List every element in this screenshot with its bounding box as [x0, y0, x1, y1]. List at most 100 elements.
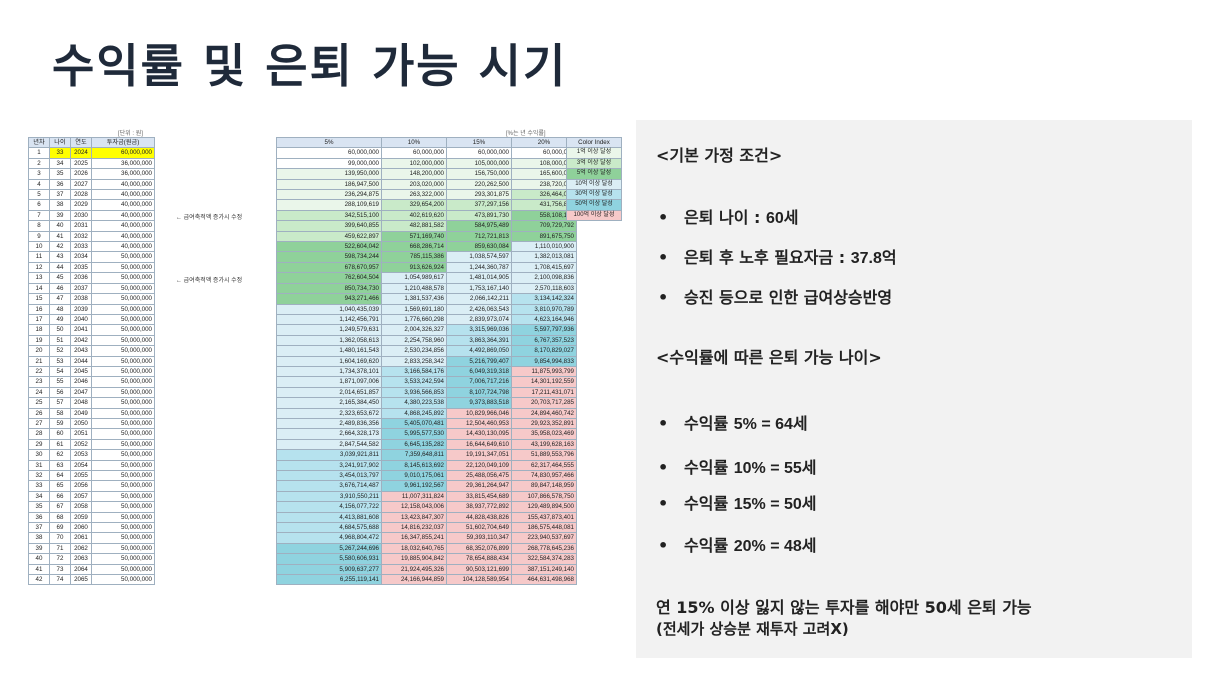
table-row: 28 60 2051 50,000,000	[28, 428, 155, 440]
table-row: 3,039,921,811 7,359,648,811 19,191,347,051…	[276, 449, 577, 461]
age-cell: 33	[49, 147, 71, 159]
return-value-cell: 2,839,973,074	[446, 313, 512, 326]
bullet-icon: •	[658, 536, 669, 555]
year-index-cell: 42	[28, 574, 50, 586]
year-index-cell: 31	[28, 459, 50, 472]
return-value-cell: 3,676,714,487	[276, 480, 382, 492]
age-cell: 60	[49, 428, 71, 440]
return-value-cell: 387,151,249,140	[511, 563, 577, 576]
return-value-cell: 459,622,897	[276, 230, 382, 243]
year-cell: 2024	[70, 147, 92, 159]
assumption-value: 60세	[766, 210, 799, 227]
year-index-cell: 36	[28, 511, 50, 524]
returns-table: 5% 10% 15% 20% 60,000,000 60,000,000 60,00…	[276, 136, 577, 586]
table-row: 2,489,836,356 5,405,070,481 12,504,460,953…	[276, 417, 577, 430]
table-row: 762,604,504 1,054,989,617 1,481,014,905 2,1…	[276, 272, 577, 284]
return-value-cell: 11,875,993,799	[511, 365, 577, 378]
legend-item: 30억 이상 달성	[566, 189, 622, 201]
year-cell: 2053	[70, 449, 92, 461]
table-row: 36 68 2059 50,000,000	[28, 511, 155, 524]
year-cell: 2027	[70, 178, 92, 191]
return-value-cell: 60,000,000	[276, 147, 382, 159]
principal-cell: 50,000,000	[91, 511, 155, 524]
principal-cell: 36,000,000	[91, 168, 155, 180]
assumption-retire-age: • 은퇴 나이 : 60세	[658, 204, 799, 228]
table-row: 23 55 2046 50,000,000	[28, 376, 155, 388]
return-value-cell: 139,950,000	[276, 168, 382, 180]
return-value-cell: 464,631,498,968	[511, 574, 577, 586]
return-value-cell: 1,382,013,081	[511, 251, 577, 263]
table-row: 139,950,000 148,200,000 156,750,000 165,600…	[276, 168, 577, 180]
age-cell: 69	[49, 522, 71, 534]
year-index-cell: 16	[28, 303, 50, 315]
table-row: 678,670,957 913,626,924 1,244,360,787 1,708…	[276, 261, 577, 274]
return-value-cell: 62,317,464,555	[511, 459, 577, 472]
table-row: 5,267,244,696 18,032,640,765 68,352,076,89…	[276, 542, 577, 555]
year-index-cell: 34	[28, 490, 50, 503]
principal-cell: 50,000,000	[91, 532, 155, 544]
table-row: 1,249,579,631 2,004,326,327 3,315,969,036 5…	[276, 324, 577, 336]
table-row: 41 73 2064 50,000,000	[28, 563, 155, 576]
principal-cell: 40,000,000	[91, 178, 155, 191]
return-value-cell: 322,584,374,283	[511, 553, 577, 565]
year-index-cell: 4	[28, 178, 50, 191]
principal-cell: 50,000,000	[91, 428, 155, 440]
table-row: 2,323,653,672 4,868,245,892 10,829,966,046…	[276, 407, 577, 419]
table-row: 1,480,161,543 2,530,234,856 4,492,869,050 8…	[276, 345, 577, 357]
return-value-cell: 668,286,714	[381, 241, 447, 253]
table-row: 26 58 2049 50,000,000	[28, 407, 155, 419]
year-cell: 2065	[70, 574, 92, 586]
principal-cell: 50,000,000	[91, 449, 155, 461]
return-value-cell: 2,664,328,173	[276, 428, 382, 440]
principal-cell: 40,000,000	[91, 241, 155, 253]
return-value-cell: 1,776,660,298	[381, 313, 447, 326]
assumption-label: 은퇴 후 노후 필요자금 :	[684, 248, 846, 267]
return-value-cell: 1,604,169,620	[276, 355, 382, 367]
age-cell: 57	[49, 397, 71, 409]
year-cell: 2048	[70, 397, 92, 409]
principal-cell: 50,000,000	[91, 553, 155, 565]
return-value-cell: 33,815,454,689	[446, 490, 512, 503]
return-value-cell: 399,640,855	[276, 220, 382, 232]
return-value-cell: 584,975,489	[446, 220, 512, 232]
table-row: 11 43 2034 50,000,000	[28, 251, 155, 263]
principal-cell: 50,000,000	[91, 334, 155, 347]
return-value-cell: 288,109,619	[276, 199, 382, 211]
age-cell: 66	[49, 490, 71, 503]
table-row: 22 54 2045 50,000,000	[28, 365, 155, 378]
principal-cell: 50,000,000	[91, 282, 155, 295]
age-cell: 43	[49, 251, 71, 263]
return-value-cell: 60,000,000	[381, 147, 447, 159]
table-row: 32 64 2055 50,000,000	[28, 469, 155, 482]
table-row: 27 59 2050 50,000,000	[28, 417, 155, 430]
table-row: 342,515,100 402,619,620 473,891,730 558,108…	[276, 209, 577, 222]
age-cell: 47	[49, 293, 71, 305]
return-value-cell: 1,110,010,900	[511, 241, 577, 253]
return-value-cell: 105,000,000	[446, 157, 512, 170]
row-note-salary-1: ← 급여축적액 증가시 수정	[176, 215, 243, 221]
bullet-icon: •	[658, 494, 669, 513]
year-cell: 2045	[70, 365, 92, 378]
col-header-principal: 투자금(원금)	[91, 136, 155, 149]
table-row: 1,142,456,791 1,776,660,298 2,839,973,074 4…	[276, 313, 577, 326]
table-row: 5,580,606,931 19,885,904,842 78,654,888,43…	[276, 553, 577, 565]
year-index-cell: 7	[28, 209, 50, 222]
conclusion-line-1: 연 15% 이상 잃지 않는 투자를 해야만 50세 은퇴 가능	[656, 598, 1032, 617]
legend-item: 1억 이상 달성	[566, 147, 622, 159]
return-value-cell: 859,630,084	[446, 241, 512, 253]
assumption-required-fund: • 은퇴 후 노후 필요자금 : 37.8억	[658, 244, 897, 268]
legend-row: 30억 이상 달성	[566, 189, 622, 201]
assumption-value: 37.8억	[850, 250, 897, 267]
year-cell: 2061	[70, 532, 92, 544]
age-cell: 34	[49, 157, 71, 170]
table-row: 4,156,077,722 12,158,043,006 38,937,772,89…	[276, 501, 577, 513]
right-unit-note: [%는 년 수익률]	[506, 131, 546, 137]
year-cell: 2036	[70, 272, 92, 284]
return-value-cell: 9,010,175,061	[381, 469, 447, 482]
year-cell: 2062	[70, 542, 92, 555]
table-row: 18 50 2041 50,000,000	[28, 324, 155, 336]
return-value-cell: 571,169,740	[381, 230, 447, 243]
return-value-cell: 263,322,000	[381, 189, 447, 201]
principal-cell: 50,000,000	[91, 480, 155, 492]
year-cell: 2034	[70, 251, 92, 263]
